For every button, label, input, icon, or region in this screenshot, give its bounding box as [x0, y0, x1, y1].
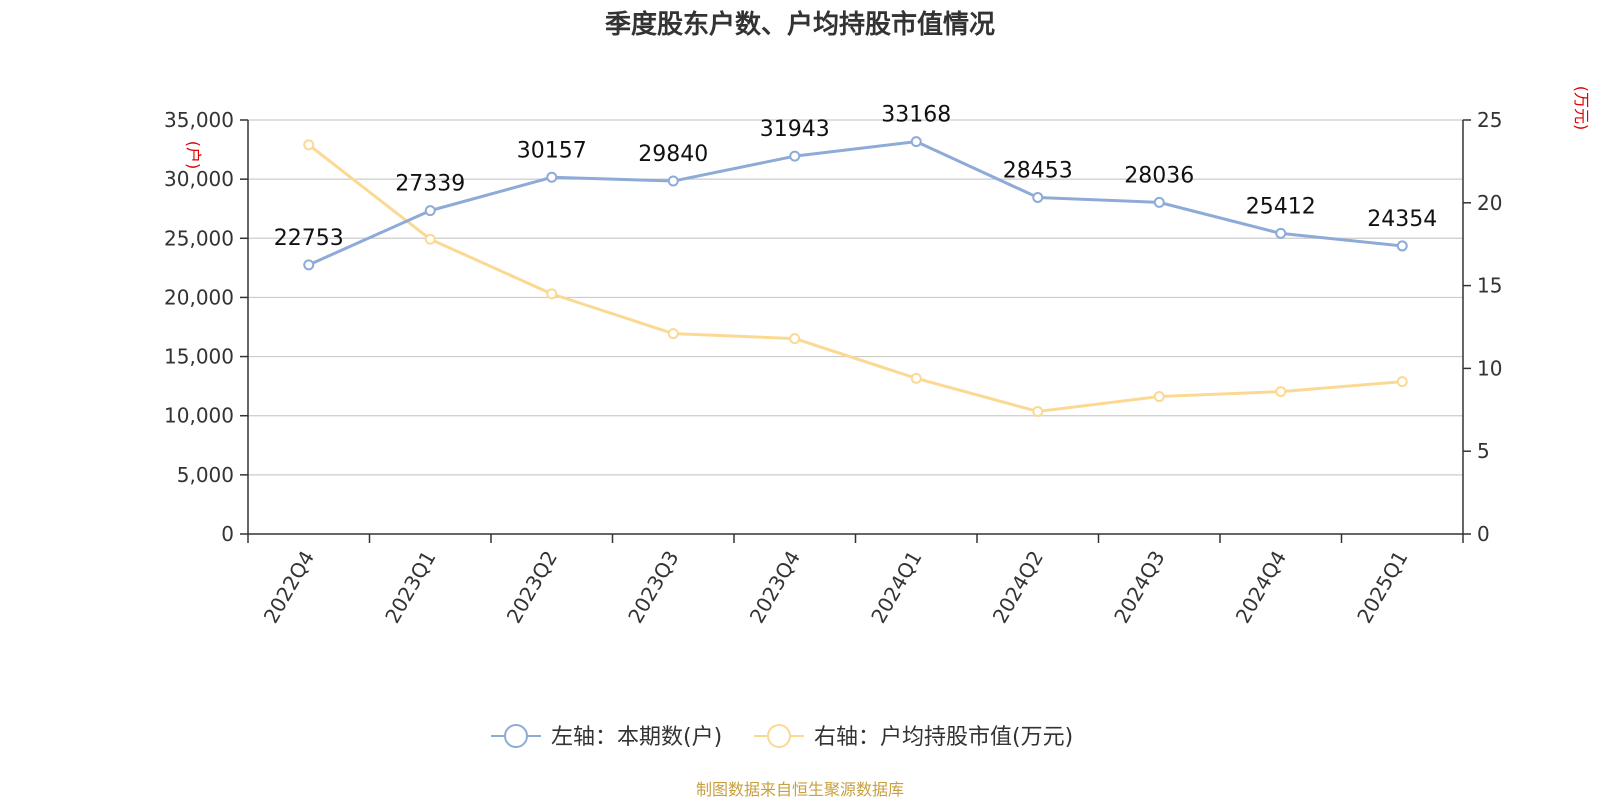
right-series-line	[307, 143, 1403, 413]
data-label: 25412	[1246, 194, 1316, 219]
legend-marker	[504, 724, 528, 748]
left-tick-label: 20,000	[164, 285, 234, 309]
series-lines	[303, 136, 1408, 417]
left-tick-label: 15,000	[164, 345, 234, 369]
data-label: 31943	[760, 117, 830, 142]
x-tick-label: 2023Q1	[380, 547, 440, 628]
left-series-point[interactable]	[1153, 196, 1165, 208]
right-tick-label: 5	[1477, 439, 1490, 463]
right-series-point[interactable]	[546, 288, 558, 300]
left-series-point[interactable]	[910, 136, 922, 148]
right-series-point[interactable]	[910, 372, 922, 384]
left-series-point[interactable]	[303, 259, 315, 271]
right-tick-label: 25	[1477, 108, 1502, 132]
grid-lines	[248, 119, 1463, 476]
data-labels: 22753 27339 30157 29840 31943 33168 28453 28036…	[274, 103, 1438, 251]
left-tick-label: 10,000	[164, 404, 234, 428]
data-label: 22753	[274, 226, 344, 251]
left-series-point[interactable]	[1275, 227, 1287, 239]
data-label: 27339	[395, 172, 465, 197]
x-tick-label: 2023Q3	[623, 547, 683, 628]
left-tick-label: 0	[221, 522, 234, 546]
left-tick-label: 30,000	[164, 167, 234, 191]
data-label: 28036	[1124, 163, 1194, 188]
x-tick-label: 2024Q2	[988, 547, 1048, 628]
legend-label: 右轴：户均持股市值(万元)	[814, 725, 1073, 750]
legend-item[interactable]: 左轴：本期数(户)	[491, 724, 722, 750]
right-tick-label: 20	[1477, 191, 1502, 215]
x-tick-label: 2024Q1	[866, 547, 926, 628]
legend-marker	[767, 724, 791, 748]
x-tick-label: 2023Q2	[502, 547, 562, 628]
chart-title: 季度股东户数、户均持股市值情况	[605, 9, 995, 40]
data-label: 30157	[517, 138, 587, 163]
right-series-point[interactable]	[1032, 405, 1044, 417]
legend-label: 左轴：本期数(户)	[551, 725, 722, 750]
left-series-point[interactable]	[1396, 240, 1408, 252]
right-series-point[interactable]	[424, 233, 436, 245]
right-series-point[interactable]	[667, 328, 679, 340]
x-tick-label: 2025Q1	[1352, 547, 1412, 628]
left-tick-label: 25,000	[164, 226, 234, 250]
right-series-point[interactable]	[1396, 376, 1408, 388]
data-label: 33168	[881, 103, 951, 128]
left-axis-unit: (户)	[184, 141, 203, 170]
left-series-point[interactable]	[424, 205, 436, 217]
left-series-point[interactable]	[546, 171, 558, 183]
left-tick-label: 5,000	[177, 463, 234, 487]
right-tick-label: 10	[1477, 356, 1502, 380]
left-series-line	[308, 140, 1403, 267]
right-series-point[interactable]	[303, 139, 315, 151]
data-label: 28453	[1003, 158, 1073, 183]
data-label: 24354	[1367, 207, 1437, 232]
right-axis-unit: (万元)	[1572, 86, 1591, 131]
x-tick-label: 2022Q4	[259, 547, 319, 628]
x-tick-label: 2023Q4	[745, 547, 805, 628]
right-series-point[interactable]	[1153, 391, 1165, 403]
right-series-point[interactable]	[1275, 386, 1287, 398]
left-series-point[interactable]	[1032, 191, 1044, 203]
left-series-point[interactable]	[789, 150, 801, 162]
x-tick-label: 2024Q4	[1231, 547, 1291, 628]
right-tick-label: 15	[1477, 274, 1502, 298]
left-series-point[interactable]	[667, 175, 679, 187]
right-series-point[interactable]	[789, 333, 801, 345]
source-note: 制图数据来自恒生聚源数据库	[696, 780, 904, 799]
data-label: 29840	[638, 142, 708, 167]
x-tick-label: 2024Q3	[1109, 547, 1169, 628]
left-tick-label: 35,000	[164, 108, 234, 132]
right-tick-label: 0	[1477, 522, 1490, 546]
legend-item[interactable]: 右轴：户均持股市值(万元)	[754, 724, 1073, 750]
legend[interactable]: 左轴：本期数(户) 右轴：户均持股市值(万元)	[491, 724, 1073, 750]
